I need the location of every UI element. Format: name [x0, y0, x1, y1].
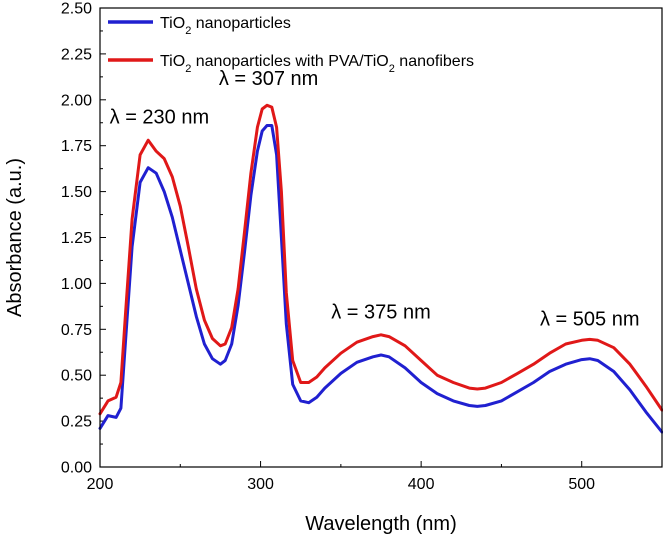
- y-tick-label: 1.25: [61, 230, 92, 247]
- plot-frame: [99, 7, 663, 468]
- y-tick-label: 1.75: [61, 138, 92, 155]
- legend-label-2: TiO2 nanoparticles with PVA/TiO2 nanofib…: [160, 53, 474, 75]
- y-tick-label: 0.25: [61, 414, 92, 431]
- x-tick-label: 400: [408, 476, 435, 493]
- y-tick-label: 0.50: [61, 368, 92, 385]
- y-tick-label: 0.75: [61, 322, 92, 339]
- ticks-layer: 0.00 0.25 0.50 0.75 1.00 1.25 1.50 1.75 2.00 2.25…: [61, 1, 595, 494]
- series-line-1: [98, 124, 663, 434]
- legend: TiO2 nanoparticles TiO2 nanoparticles wit…: [108, 15, 474, 75]
- y-tick-label: 1.00: [61, 276, 92, 293]
- peak-annotation-4: λ = 505 nm: [540, 309, 640, 331]
- y-tick-label: 2.50: [61, 1, 92, 18]
- x-axis-title: Wavelength (nm): [305, 513, 457, 535]
- x-tick-label: 500: [568, 476, 595, 493]
- x-tick-label: 300: [247, 476, 274, 493]
- peak-annotation-3: λ = 375 nm: [331, 301, 431, 323]
- series-layer: [98, 103, 663, 434]
- peak-annotation-1: λ = 230 nm: [110, 107, 210, 129]
- y-tick-label: 0.00: [61, 460, 92, 477]
- y-tick-label: 2.00: [61, 92, 92, 109]
- legend-label-1: TiO2 nanoparticles: [160, 15, 291, 37]
- series-line-2: [98, 103, 663, 416]
- y-tick-label: 2.25: [61, 46, 92, 63]
- y-tick-label: 1.50: [61, 184, 92, 201]
- x-tick-label: 200: [87, 476, 114, 493]
- peak-annotation-2: λ = 307 nm: [219, 68, 319, 90]
- annotations-layer: λ = 230 nm λ = 307 nm λ = 375 nm λ = 505 nm: [110, 68, 640, 331]
- y-axis-title: Absorbance (a.u.): [4, 158, 26, 317]
